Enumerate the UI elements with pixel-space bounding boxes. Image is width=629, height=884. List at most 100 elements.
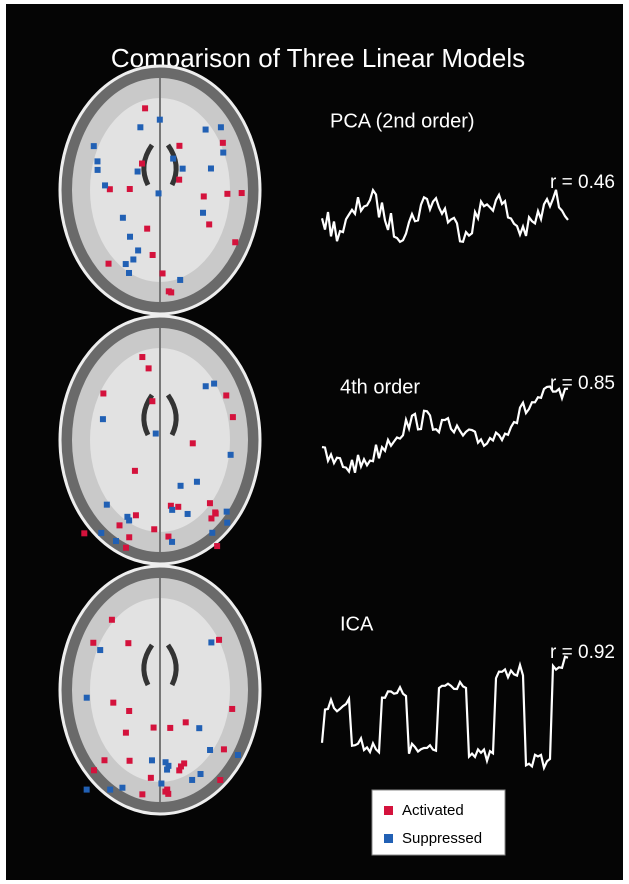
voxel	[164, 787, 170, 793]
voxel	[198, 771, 204, 777]
voxel	[127, 234, 133, 240]
voxel	[239, 190, 245, 196]
voxel	[91, 767, 97, 773]
voxel	[94, 158, 100, 164]
voxel	[221, 746, 227, 752]
voxel	[203, 383, 209, 389]
voxel	[139, 791, 145, 797]
voxel	[150, 252, 156, 258]
voxel	[90, 640, 96, 646]
legend-swatch	[384, 806, 393, 815]
page: Comparison of Three Linear Models PCA (2…	[0, 0, 629, 884]
voxel	[165, 534, 171, 540]
voxel	[185, 511, 191, 517]
voxel	[123, 730, 129, 736]
voxel	[164, 767, 170, 773]
voxel	[97, 647, 103, 653]
voxel	[135, 169, 141, 175]
voxel	[224, 520, 230, 526]
legend-swatch	[384, 834, 393, 843]
correlation-label: r = 0.46	[550, 172, 615, 193]
voxel	[181, 760, 187, 766]
voxel	[142, 105, 148, 111]
voxel	[189, 777, 195, 783]
voxel	[220, 150, 226, 156]
voxel	[183, 719, 189, 725]
voxel	[176, 767, 182, 773]
voxel	[190, 440, 196, 446]
voxel	[220, 140, 226, 146]
voxel	[137, 124, 143, 130]
correlation-label: r = 0.92	[550, 642, 615, 663]
voxel	[232, 239, 238, 245]
voxel	[126, 708, 132, 714]
voxel	[91, 143, 97, 149]
voxel	[135, 247, 141, 253]
voxel	[180, 166, 186, 172]
voxel	[194, 479, 200, 485]
voxel	[200, 210, 206, 216]
voxel	[229, 706, 235, 712]
voxel	[160, 270, 166, 276]
voxel	[169, 539, 175, 545]
voxel	[169, 507, 175, 513]
voxel	[203, 127, 209, 133]
voxel	[208, 165, 214, 171]
voxel	[102, 182, 108, 188]
voxel	[84, 695, 90, 701]
voxel	[211, 381, 217, 387]
voxel	[178, 483, 184, 489]
voxel	[117, 522, 123, 528]
voxel	[207, 500, 213, 506]
figure: Comparison of Three Linear Models PCA (2…	[0, 0, 629, 884]
voxel	[216, 637, 222, 643]
voxel	[144, 226, 150, 232]
voxel	[95, 167, 101, 173]
voxel	[209, 530, 215, 536]
voxel	[119, 785, 125, 791]
voxel	[167, 725, 173, 731]
legend-label: Activated	[402, 802, 464, 819]
voxel	[166, 288, 172, 294]
voxel	[101, 757, 107, 763]
voxel	[130, 256, 136, 262]
voxel	[177, 277, 183, 283]
voxel	[123, 261, 129, 267]
voxel	[170, 156, 176, 162]
voxel	[110, 700, 116, 706]
voxel	[126, 270, 132, 276]
voxel	[126, 517, 132, 523]
voxel	[230, 414, 236, 420]
voxel	[149, 757, 155, 763]
voxel	[151, 725, 157, 731]
voxel	[127, 758, 133, 764]
voxel	[98, 530, 104, 536]
voxel	[223, 392, 229, 398]
voxel	[126, 534, 132, 540]
voxel	[127, 186, 133, 192]
voxel	[81, 530, 87, 536]
voxel	[224, 191, 230, 197]
voxel	[235, 752, 241, 758]
voxel	[153, 431, 159, 437]
voxel	[148, 775, 154, 781]
voxel	[104, 502, 110, 508]
voxel	[206, 221, 212, 227]
voxel	[207, 747, 213, 753]
voxel	[125, 640, 131, 646]
voxel	[214, 543, 220, 549]
voxel	[107, 787, 113, 793]
voxel	[228, 452, 234, 458]
panel-label: 4th order	[340, 376, 420, 398]
voxel	[201, 193, 207, 199]
voxel	[208, 639, 214, 645]
voxel	[151, 526, 157, 532]
voxel	[158, 781, 164, 787]
voxel	[84, 787, 90, 793]
voxel	[139, 161, 145, 167]
voxel	[224, 509, 230, 515]
voxel	[196, 725, 202, 731]
voxel	[157, 117, 163, 123]
panel-label: ICA	[340, 613, 374, 635]
voxel	[176, 143, 182, 149]
